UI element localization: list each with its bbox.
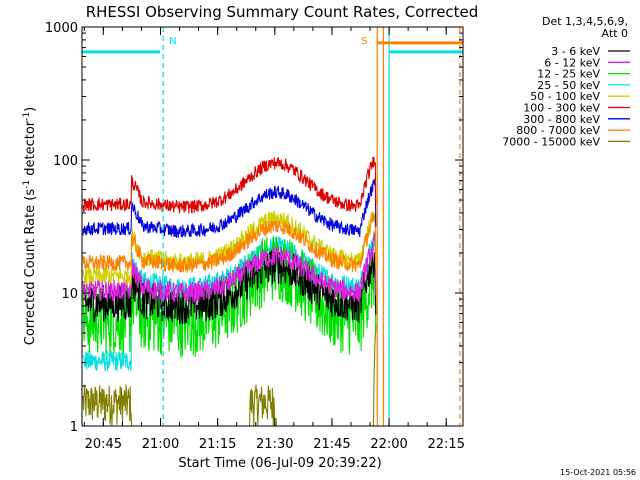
series-line-8	[82, 324, 377, 427]
x-tick-label: 21:00	[142, 437, 179, 452]
legend-header: Det 1,3,4,5,6,9,	[542, 15, 628, 28]
y-tick-label: 10	[61, 287, 78, 302]
marker-label: N	[169, 36, 176, 47]
x-tick-label: 20:45	[85, 437, 122, 452]
legend-entry-label: 3 - 6 keV	[551, 45, 600, 58]
legend-entry-label: 50 - 100 keV	[530, 90, 600, 103]
x-tick-label: 21:30	[256, 437, 293, 452]
plot-frame	[81, 26, 464, 427]
legend-entry-label: 100 - 300 keV	[523, 102, 600, 115]
legend-header: Att 0	[602, 27, 628, 40]
x-axis-label: Start Time (06-Jul-09 20:39:22)	[178, 456, 381, 471]
y-tick-label: 1000	[45, 21, 78, 36]
y-tick-label: 100	[53, 154, 78, 169]
marker-label: S	[361, 36, 367, 47]
legend-entry-label: 12 - 25 keV	[537, 68, 600, 81]
y-axis-label: Corrected Count Rate (s-1 detector-1)	[22, 107, 38, 345]
series-line-2	[82, 235, 377, 359]
legend-entry-label: 800 - 7000 keV	[516, 124, 600, 137]
x-tick-label: 21:15	[199, 437, 236, 452]
legend-entry-label: 6 - 12 keV	[544, 56, 600, 69]
y-axis-label-sup2: -1	[22, 112, 32, 121]
y-axis-label-mid: detector	[23, 120, 38, 180]
series-line-5	[82, 156, 377, 215]
y-axis-label-main: Corrected Count Rate (s	[23, 189, 38, 346]
legend-entry-label: 25 - 50 keV	[537, 79, 600, 92]
timestamp: 15-Oct-2021 05:56	[560, 468, 636, 477]
x-tick-label: 22:00	[370, 437, 407, 452]
legend-entry-label: 7000 - 15000 keV	[502, 135, 600, 148]
x-tick-label: 22:15	[428, 437, 465, 452]
chart-title: RHESSI Observing Summary Count Rates, Co…	[86, 3, 479, 21]
y-axis-label-sup1: -1	[22, 180, 32, 189]
series-line-7	[82, 213, 377, 273]
y-tick-label: 1	[70, 420, 78, 435]
legend-entry-label: 300 - 800 keV	[523, 113, 600, 126]
series-line-6	[82, 177, 377, 238]
series-line-1	[82, 232, 377, 303]
y-axis-label-end: )	[23, 107, 38, 112]
x-tick-label: 21:45	[313, 437, 350, 452]
